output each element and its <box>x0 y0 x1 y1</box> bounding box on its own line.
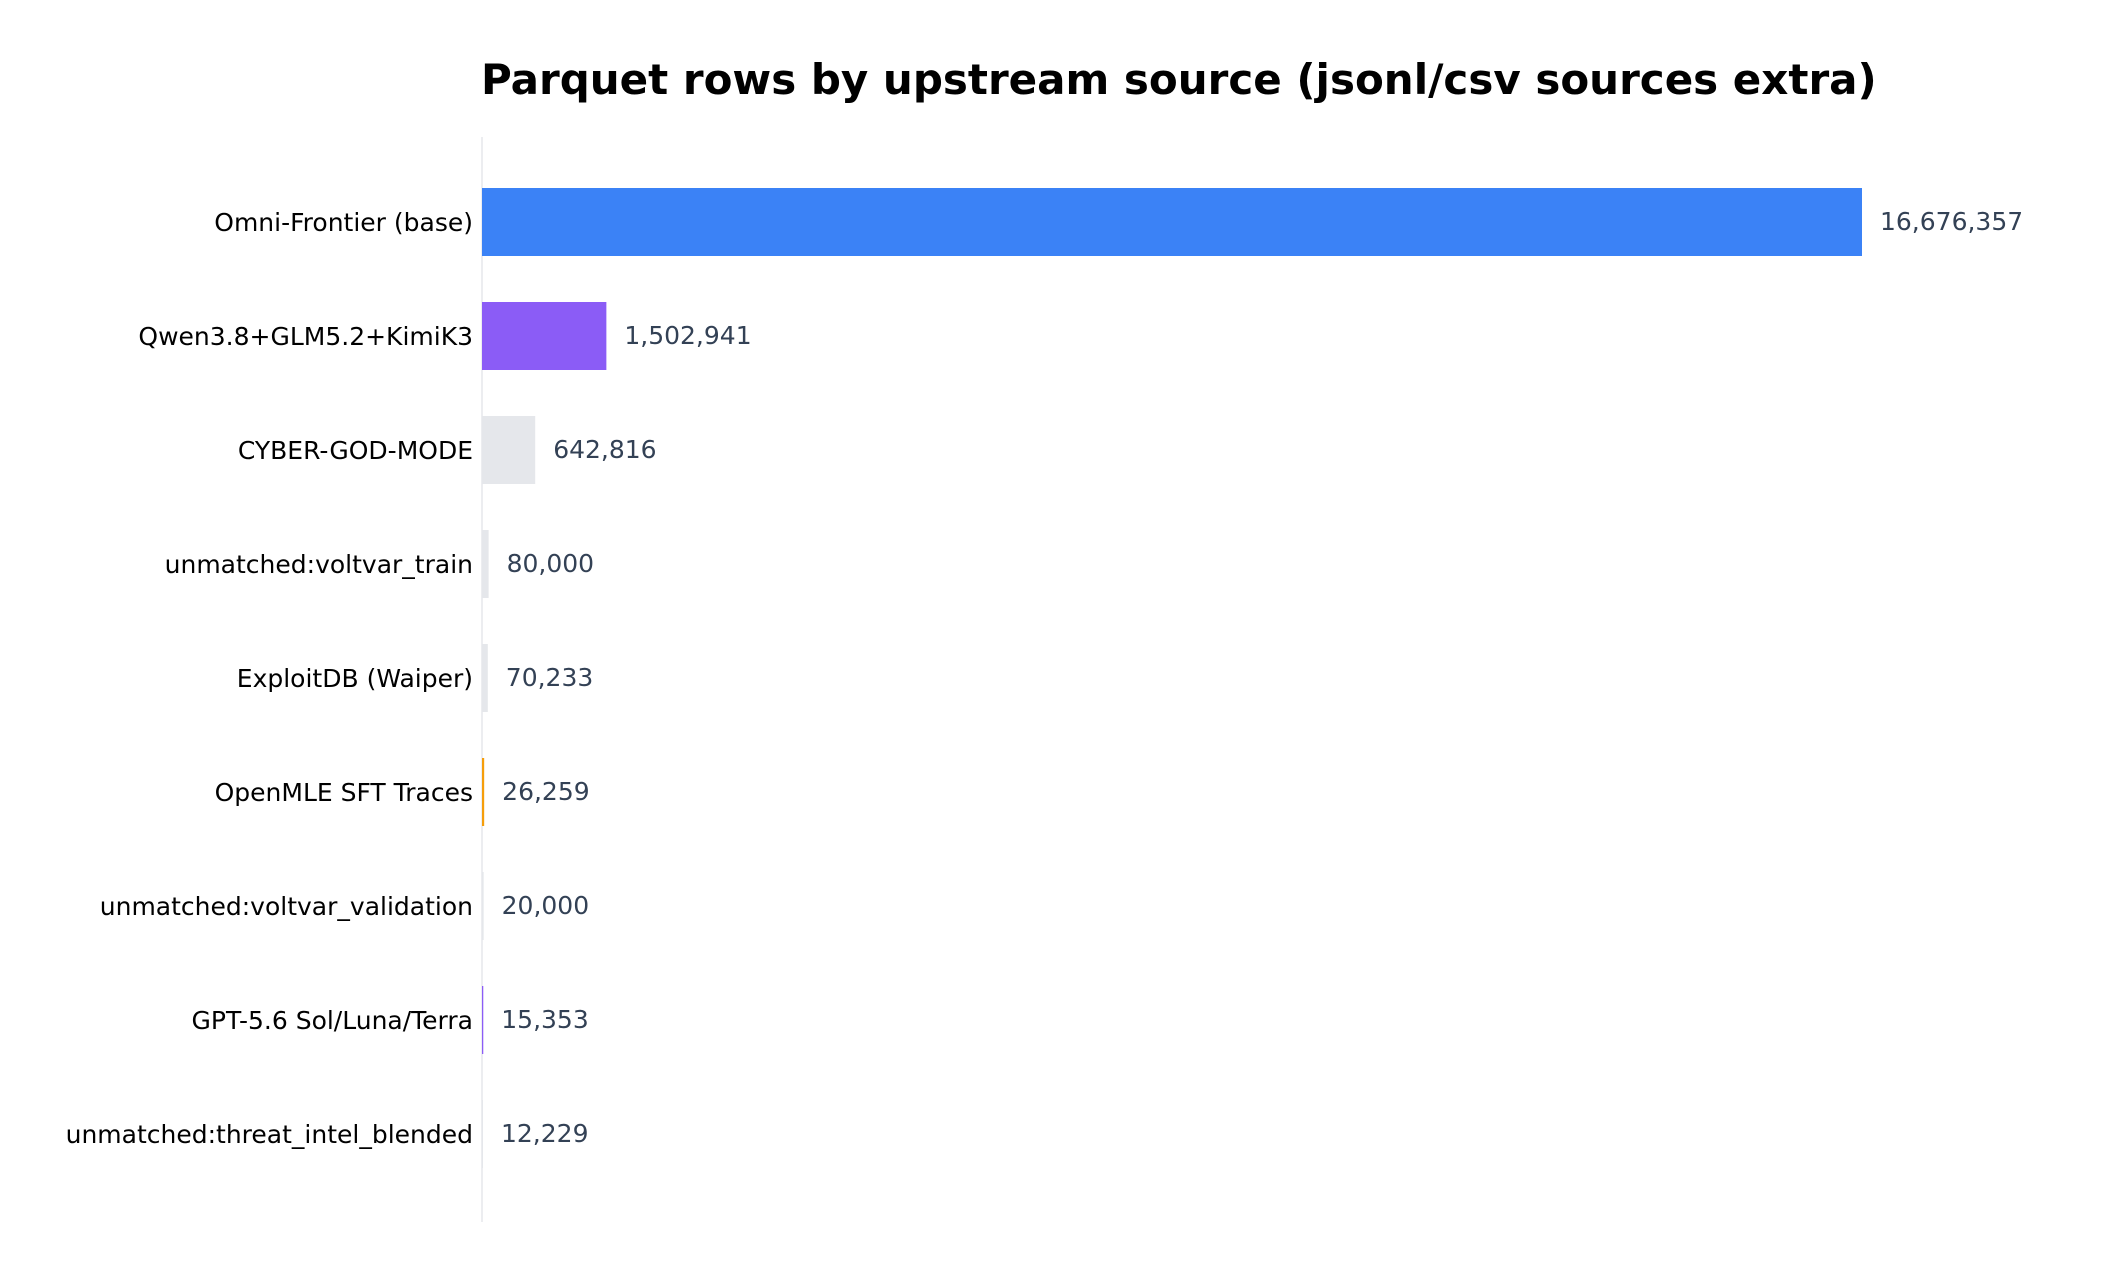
bar <box>482 986 484 1054</box>
bar <box>482 644 488 712</box>
value-label: 15,353 <box>501 1005 588 1034</box>
bar <box>482 302 607 370</box>
bar <box>482 1100 484 1168</box>
category-label: unmatched:voltvar_validation <box>100 892 473 921</box>
value-label: 80,000 <box>507 549 594 578</box>
bar <box>482 872 484 940</box>
value-label: 70,233 <box>506 663 593 692</box>
chart-title: Parquet rows by upstream source (jsonl/c… <box>481 55 1877 104</box>
bars-group: Omni-Frontier (base) 16,676,357 Qwen3.8+GL… <box>66 188 2023 1168</box>
category-label: GPT-5.6 Sol/Luna/Terra <box>192 1006 473 1035</box>
value-label: 1,502,941 <box>624 321 751 350</box>
category-label: CYBER-GOD-MODE <box>238 436 473 465</box>
category-label: Omni-Frontier (base) <box>214 208 473 237</box>
value-label: 26,259 <box>502 777 589 806</box>
value-label: 16,676,357 <box>1880 207 2023 236</box>
bar <box>482 188 1862 256</box>
value-label: 642,816 <box>553 435 656 464</box>
bar <box>482 530 489 598</box>
value-label: 12,229 <box>501 1119 588 1148</box>
category-label: unmatched:threat_intel_blended <box>66 1120 473 1149</box>
value-label: 20,000 <box>502 891 589 920</box>
category-label: OpenMLE SFT Traces <box>215 778 473 807</box>
bar <box>482 758 485 826</box>
category-label: unmatched:voltvar_train <box>165 550 473 579</box>
category-label: Qwen3.8+GLM5.2+KimiK3 <box>138 322 473 351</box>
category-label: ExploitDB (Waiper) <box>237 664 473 693</box>
bar <box>482 416 536 484</box>
